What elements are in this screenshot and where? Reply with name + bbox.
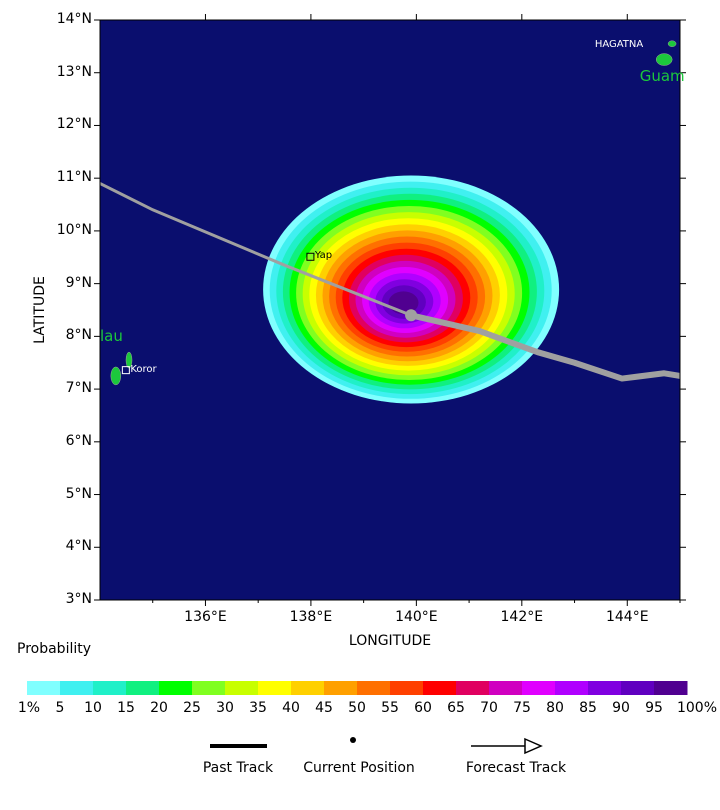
lat-tick-label: 6°N	[65, 432, 92, 449]
colorbar-label: 1%	[17, 700, 41, 716]
colorbar-label: 20	[150, 700, 168, 716]
lat-tick-label: 14°N	[56, 11, 92, 27]
place-label-hagatna: HAGATNA	[594, 39, 644, 51]
colorbar-label: 100%	[676, 700, 718, 716]
lat-tick-label: 9°N	[65, 274, 92, 291]
colorbar-label: 40	[282, 700, 300, 716]
colorbar-label: 15	[117, 700, 135, 716]
colorbar-swatch	[159, 681, 193, 695]
colorbar-swatch	[522, 681, 556, 695]
colorbar-swatches	[27, 681, 688, 695]
lon-tick-label: 144°E	[605, 609, 649, 625]
colorbar-swatch	[93, 681, 127, 695]
city-marker	[306, 252, 315, 261]
colorbar-swatch	[126, 681, 160, 695]
colorbar-label: 45	[315, 700, 333, 716]
colorbar-label: 65	[447, 700, 465, 716]
lat-tick-label: 12°N	[56, 116, 92, 133]
colorbar-swatch	[291, 681, 325, 695]
place-label-yap: Yap	[314, 250, 333, 262]
storm-track	[100, 182, 680, 382]
map-frame	[99, 19, 681, 601]
past-track-label: Past Track	[202, 760, 274, 776]
probability-swath	[263, 175, 560, 404]
colorbar-label: 10	[84, 700, 102, 716]
lat-tick-label: 4°N	[65, 538, 92, 555]
past-track-line	[100, 182, 412, 317]
lon-tick-label: 138°E	[289, 609, 333, 625]
forecast-track-label: Forecast Track	[465, 760, 567, 776]
colorbar-swatch	[60, 681, 94, 695]
colorbar-swatch	[225, 681, 259, 695]
current-position-legend-dot	[350, 737, 356, 743]
place-label-palau: lau	[100, 327, 123, 346]
colorbar-swatch	[324, 681, 358, 695]
colorbar-label: 35	[249, 700, 267, 716]
islands	[110, 40, 677, 386]
colorbar-swatch	[357, 681, 391, 695]
colorbar-label: 90	[612, 700, 630, 716]
colorbar-swatch	[390, 681, 424, 695]
x-axis-label: LONGITUDE	[348, 633, 432, 649]
colorbar-swatch	[27, 681, 61, 695]
colorbar-label: 95	[645, 700, 663, 716]
colorbar-title: Probability	[17, 641, 92, 657]
colorbar-label: 75	[513, 700, 531, 716]
forecast-track-line	[410, 312, 680, 382]
colorbar-label: 70	[480, 700, 498, 716]
colorbar-label: 25	[183, 700, 201, 716]
colorbar-swatch	[621, 681, 655, 695]
lon-tick-label: 142°E	[500, 609, 544, 625]
place-label-guam: Guam	[639, 66, 685, 85]
lat-tick-label: 3°N	[65, 591, 92, 607]
lon-tick-label: 136°E	[184, 609, 227, 625]
current-position-label: Current Position	[303, 760, 415, 776]
axis-ticks	[94, 14, 686, 606]
island	[655, 53, 673, 66]
colorbar-swatch	[258, 681, 292, 695]
island	[667, 40, 677, 47]
lat-tick-label: 8°N	[65, 327, 92, 344]
lat-tick-label: 10°N	[56, 221, 92, 238]
colorbar-swatch	[423, 681, 457, 695]
colorbar-swatch	[588, 681, 622, 695]
forecast-track-legend-arrow	[471, 737, 543, 755]
colorbar-label: 85	[579, 700, 597, 716]
colorbar-label: 5	[55, 700, 65, 716]
colorbar-swatch	[192, 681, 226, 695]
lat-tick-label: 7°N	[65, 380, 92, 397]
colorbar-label: 60	[414, 700, 432, 716]
colorbar-swatch	[654, 681, 688, 695]
lon-tick-label: 140°E	[395, 609, 438, 625]
colorbar-swatch	[456, 681, 490, 695]
current-position-marker	[405, 309, 418, 322]
colorbar-label: 55	[381, 700, 399, 716]
colorbar-swatch	[555, 681, 589, 695]
lat-tick-label: 11°N	[56, 169, 92, 186]
colorbar-label: 80	[546, 700, 564, 716]
place-label-koror: Koror	[130, 363, 157, 375]
y-axis-label: LATITUDE	[32, 276, 48, 344]
colorbar-swatch	[489, 681, 523, 695]
lat-tick-label: 5°N	[65, 485, 92, 502]
city-marker	[121, 366, 130, 375]
island	[110, 366, 122, 386]
colorbar-label: 30	[216, 700, 234, 716]
lat-tick-label: 13°N	[56, 63, 92, 80]
colorbar-label: 50	[348, 700, 366, 716]
